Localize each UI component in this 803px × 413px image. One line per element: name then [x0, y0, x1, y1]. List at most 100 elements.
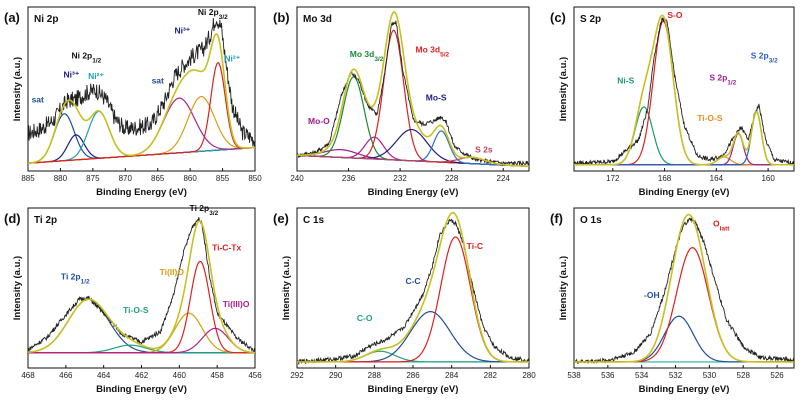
plot-frame	[296, 207, 530, 369]
x-tick-label: 532	[669, 371, 683, 380]
x-tick-label: 282	[484, 371, 498, 380]
peak-annotation: Ti-C-Tx	[212, 243, 241, 253]
peak-annotation: Olatt	[713, 218, 730, 232]
fit-envelope	[297, 11, 529, 168]
x-axis-title: Binding Energy (eV)	[96, 384, 187, 395]
x-axis-title: Binding Energy (eV)	[368, 187, 459, 198]
x-tick-label: 292	[290, 371, 304, 380]
raw-spectrum	[574, 217, 794, 364]
peak-annotation: sat	[152, 76, 164, 86]
peak-annotation: Ti(III)O	[223, 299, 250, 309]
peak-annotation: Ni²⁺	[88, 71, 104, 81]
peak-annotation: Mo 3d3/2	[350, 49, 384, 63]
x-tick-label: 870	[119, 174, 133, 183]
peak-annotation: Ti-C	[467, 241, 483, 251]
peak-annotation: Ni 2p1/2	[71, 51, 101, 65]
fit-envelope	[28, 33, 255, 164]
panel-letter: (d)	[4, 211, 21, 226]
x-tick-label: 534	[635, 371, 649, 380]
x-tick-label: 528	[737, 371, 751, 380]
y-axis-title: Intensity (a.u.)	[12, 57, 23, 121]
peak-annotation: Ti-O-S	[697, 113, 723, 123]
raw-spectrum	[574, 17, 794, 167]
peak-annotation: S 2p3/2	[751, 51, 778, 65]
peak-annotation: Ti 2p1/2	[61, 272, 90, 286]
fit-envelope	[297, 211, 529, 363]
peak-annotation: Ti 2p3/2	[190, 203, 219, 217]
x-tick-label: 538	[567, 371, 581, 380]
peak-annotation: S-O	[667, 10, 683, 20]
panel-letter: (a)	[4, 10, 20, 25]
x-tick-label: 462	[135, 371, 149, 380]
xps-panel: 468 466 464 462 460 458 456 Binding Energy (eV)…	[4, 203, 262, 395]
panel-title: C 1s	[303, 215, 325, 226]
raw-spectrum	[297, 218, 529, 365]
peak-annotation: Mo-S	[426, 93, 447, 103]
plot-frame	[573, 207, 795, 369]
plot-area	[297, 211, 529, 365]
peak-annotation: Ti-O-S	[123, 305, 149, 315]
x-tick-label: 466	[59, 371, 73, 380]
x-tick-label: 464	[97, 371, 111, 380]
x-tick-label: 468	[21, 371, 35, 380]
x-tick-label: 875	[86, 174, 100, 183]
plot-area	[574, 213, 794, 364]
plot-frame	[296, 6, 530, 172]
x-tick-label: 865	[151, 174, 165, 183]
panel-letter: (f)	[550, 211, 563, 226]
x-tick-label: 168	[658, 174, 672, 183]
raw-spectrum	[28, 217, 255, 353]
x-tick-label: 885	[21, 174, 35, 183]
peak-annotation: sat	[32, 94, 44, 104]
x-tick-label: 456	[248, 371, 262, 380]
x-tick-label: 460	[173, 371, 187, 380]
fit-envelope	[574, 14, 794, 166]
x-tick-label: 236	[342, 174, 356, 183]
fit-envelope	[28, 220, 255, 354]
xps-panel: 172 168 164 160 Binding Energy (eV) Intensity…	[550, 6, 795, 198]
x-axis-title: Binding Energy (eV)	[368, 384, 459, 395]
fit-envelope	[574, 213, 794, 363]
peak-annotation: Ni-S	[617, 76, 634, 86]
x-tick-label: 288	[368, 371, 382, 380]
x-tick-label: 164	[710, 174, 724, 183]
panel-title: Ti 2p	[34, 215, 57, 226]
component-peak	[28, 327, 255, 354]
plot-area	[28, 18, 255, 164]
peak-annotation: Mo-O	[308, 116, 330, 126]
xps-panel: 538 536 534 532 530 528 526 Binding Energy (eV)…	[550, 207, 795, 395]
x-tick-label: 160	[761, 174, 775, 183]
peak-annotation: Mo 3d5/2	[416, 44, 450, 58]
plot-area	[28, 217, 255, 354]
plot-frame	[27, 6, 256, 172]
y-axis-title: Intensity (a.u.)	[558, 57, 569, 121]
peak-annotation: Ni 2p3/2	[198, 7, 228, 21]
peak-annotation: Ti(II)O	[160, 267, 185, 277]
y-axis-title: Intensity (a.u.)	[12, 256, 23, 320]
x-tick-label: 232	[393, 174, 407, 183]
panel-title: S 2p	[580, 14, 601, 25]
x-tick-label: 536	[601, 371, 615, 380]
xps-panel: 885 880 875 870 865 860 855 850 Binding Energy (…	[4, 6, 262, 198]
x-tick-label: 224	[497, 174, 511, 183]
x-tick-label: 284	[445, 371, 459, 380]
peak-annotation: -OH	[644, 290, 660, 300]
plot-area	[574, 14, 794, 167]
x-axis-title: Binding Energy (eV)	[639, 187, 730, 198]
raw-spectrum	[297, 20, 529, 167]
panel-letter: (b)	[273, 10, 290, 25]
x-tick-label: 240	[290, 174, 304, 183]
x-tick-label: 286	[406, 371, 420, 380]
component-peak	[28, 62, 255, 164]
peak-annotation: S 2p1/2	[709, 72, 736, 86]
xps-panel: 240 236 232 228 224 Binding Energy (eV) (b) Mo …	[273, 6, 530, 198]
x-axis-title: Binding Energy (eV)	[96, 187, 187, 198]
panel-title: Mo 3d	[303, 14, 332, 25]
x-tick-label: 860	[183, 174, 197, 183]
peak-annotation: Ni³⁺	[64, 69, 80, 79]
peak-annotation: C-O	[357, 313, 373, 323]
x-axis-title: Binding Energy (eV)	[639, 384, 730, 395]
y-axis-title: Intensity (a.u.)	[558, 256, 569, 320]
